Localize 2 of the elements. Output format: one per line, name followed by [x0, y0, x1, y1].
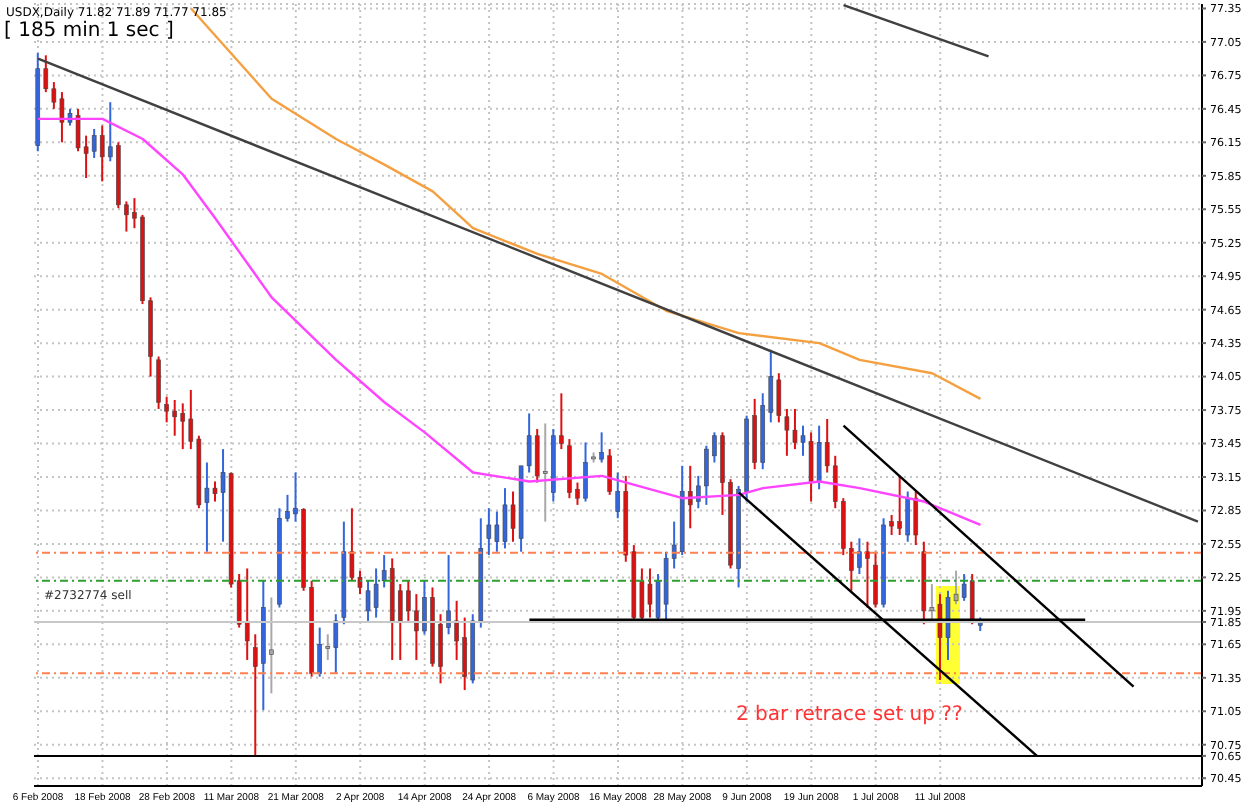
- annotation: 2 bar retrace set up ??: [736, 704, 963, 726]
- text: [ 185 min 1 sec ]: [4, 20, 174, 42]
